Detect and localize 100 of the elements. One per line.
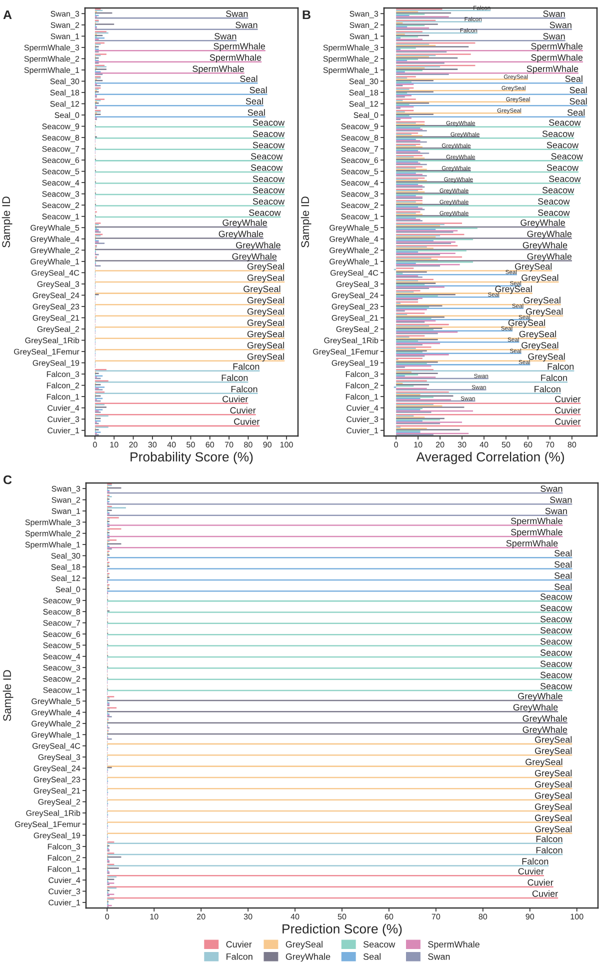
data-label: Falcon [222, 374, 248, 381]
y-tick-label: Seal_12 [50, 100, 80, 108]
data-label: GreySeal [247, 330, 284, 339]
data-label: Cuvier [532, 890, 558, 897]
data-label: GreyWhale [518, 692, 562, 702]
x-tick-label: 90 [526, 914, 534, 920]
y-tick-label: Seacow_6 [43, 631, 80, 639]
data-label: Seacow [540, 660, 572, 668]
data-label: Seacow [542, 186, 574, 194]
data-label: SpermWhale [506, 540, 558, 548]
text: C [4, 475, 12, 484]
y-tick-label: Falcon_2 [48, 854, 80, 862]
data-label: GreyWhale [218, 230, 264, 239]
data-label: GreyWhale [522, 242, 568, 250]
data-label: GreyWhale [527, 253, 572, 262]
y-tick-label: Falcon_1 [46, 394, 80, 402]
y-tick-label: GreySeal_4C [330, 270, 378, 278]
data-label: GreySeal [522, 342, 558, 350]
data-label: GreySeal [534, 803, 572, 812]
data-label: GreyWhale [522, 726, 568, 735]
legend-label: Falcon [226, 953, 252, 960]
data-label: Seacow [252, 119, 285, 126]
data-label: GreySeal [526, 758, 562, 767]
x-tick-label: 20 [197, 914, 206, 920]
y-axis-title: Sample ID [2, 670, 14, 721]
y-tick-label: Seacow_2 [341, 202, 378, 210]
y-tick-label: SpermWhale_2 [25, 530, 80, 538]
y-tick-label: Seacow_4 [341, 180, 378, 188]
y-tick-label: SpermWhale_3 [323, 44, 378, 52]
y-tick-label: Seacow_6 [341, 157, 378, 165]
y-tick-label: Swan_3 [52, 486, 80, 494]
y-tick-label: GreySeal_24 [34, 765, 80, 773]
y-tick-label: Cuvier_1 [48, 427, 80, 435]
data-label: GreySeal [508, 319, 545, 328]
y-tick-label: GreySeal_3 [336, 281, 378, 289]
y-tick-label: Seacow_9 [42, 124, 80, 131]
data-label: GreySeal [534, 747, 572, 756]
y-tick-label: GreySeal_3 [38, 754, 80, 762]
data-label: Cuvier [528, 879, 554, 886]
data-label: GreyWhale [520, 219, 565, 228]
y-tick-label: Seal_0 [54, 112, 80, 120]
y-tick-label: GreySeal_23 [332, 304, 378, 312]
data-label: GreySeal [244, 286, 280, 294]
data-label: Swan [226, 10, 248, 17]
x-tick-label: 70 [432, 914, 440, 920]
x-axis-title: Prediction Score (%) [282, 924, 402, 936]
y-tick-label: Seacow_3 [43, 664, 80, 672]
y-tick-label: Falcon_2 [346, 382, 378, 390]
y-tick-label: Swan_1 [350, 33, 378, 41]
x-tick-label: 40 [290, 914, 300, 920]
data-label: Seal [554, 572, 572, 579]
y-tick-label: GreyWhale_5 [30, 224, 80, 232]
data-label: GreyWhale [527, 230, 572, 239]
x-tick-label: 40 [480, 442, 488, 448]
x-tick-label: 60 [384, 914, 394, 920]
y-tick-label: Falcon_3 [48, 844, 80, 852]
data-label: GreyWhale [232, 253, 277, 262]
data-label: Seacow [249, 209, 281, 216]
y-tick-label: GreyWhale_1 [32, 732, 80, 740]
x-tick-label: 90 [263, 442, 272, 448]
data-label: Falcon [522, 858, 548, 865]
x-tick-label: 10 [414, 442, 422, 448]
y-tick-label: GreySeal_2 [336, 326, 378, 334]
data-label: Seacow [551, 153, 583, 160]
y-tick-label: GreySeal_4C [32, 742, 80, 750]
y-tick-label: Swan_1 [50, 33, 80, 41]
y-tick-label: Seacow_6 [42, 157, 80, 165]
data-label: Cuvier [555, 418, 581, 425]
y-tick-label: Swan_3 [50, 10, 80, 18]
y-tick-label: GreySeal_21 [332, 314, 378, 322]
data-label: GreySeal [522, 274, 558, 283]
y-tick-label: Falcon_1 [346, 394, 378, 402]
x-tick-label: 80 [244, 442, 252, 448]
data-label: Seacow [252, 130, 285, 138]
y-tick-label: Cuvier_1 [346, 427, 378, 435]
y-tick-label: Seal_12 [349, 100, 378, 108]
y-tick-label: GreyWhale_1 [330, 258, 378, 266]
y-tick-label: Seacow_2 [42, 202, 80, 210]
x-tick-label: 50 [186, 442, 195, 448]
data-label: Falcon [536, 836, 562, 842]
x-tick-label: 70 [546, 442, 554, 448]
y-tick-label: Cuvier_4 [48, 404, 80, 412]
data-label: Seacow [549, 119, 581, 126]
y-tick-label: Seacow_7 [341, 146, 378, 154]
legend-label: Seacow [363, 941, 396, 948]
data-label: GreySeal [495, 286, 532, 294]
y-tick-label: GreySeal_19 [34, 832, 80, 840]
data-label: GreySeal [247, 308, 284, 316]
data-label: Seacow [252, 176, 285, 182]
y-tick-label: Swan_2 [350, 22, 378, 30]
data-label: Seal [567, 109, 585, 116]
data-label: GreySeal [534, 826, 572, 834]
data-label: GreySeal [528, 353, 565, 362]
data-label: Seal [554, 583, 572, 590]
data-label: GreySeal [247, 342, 284, 350]
y-tick-label: GreySeal_4C [31, 270, 80, 278]
y-tick-label: Seacow_1 [341, 214, 378, 221]
y-tick-label: GreyWhale_5 [330, 224, 378, 232]
y-tick-label: SpermWhale_3 [25, 519, 80, 527]
legend-label: Cuvier [226, 940, 252, 948]
